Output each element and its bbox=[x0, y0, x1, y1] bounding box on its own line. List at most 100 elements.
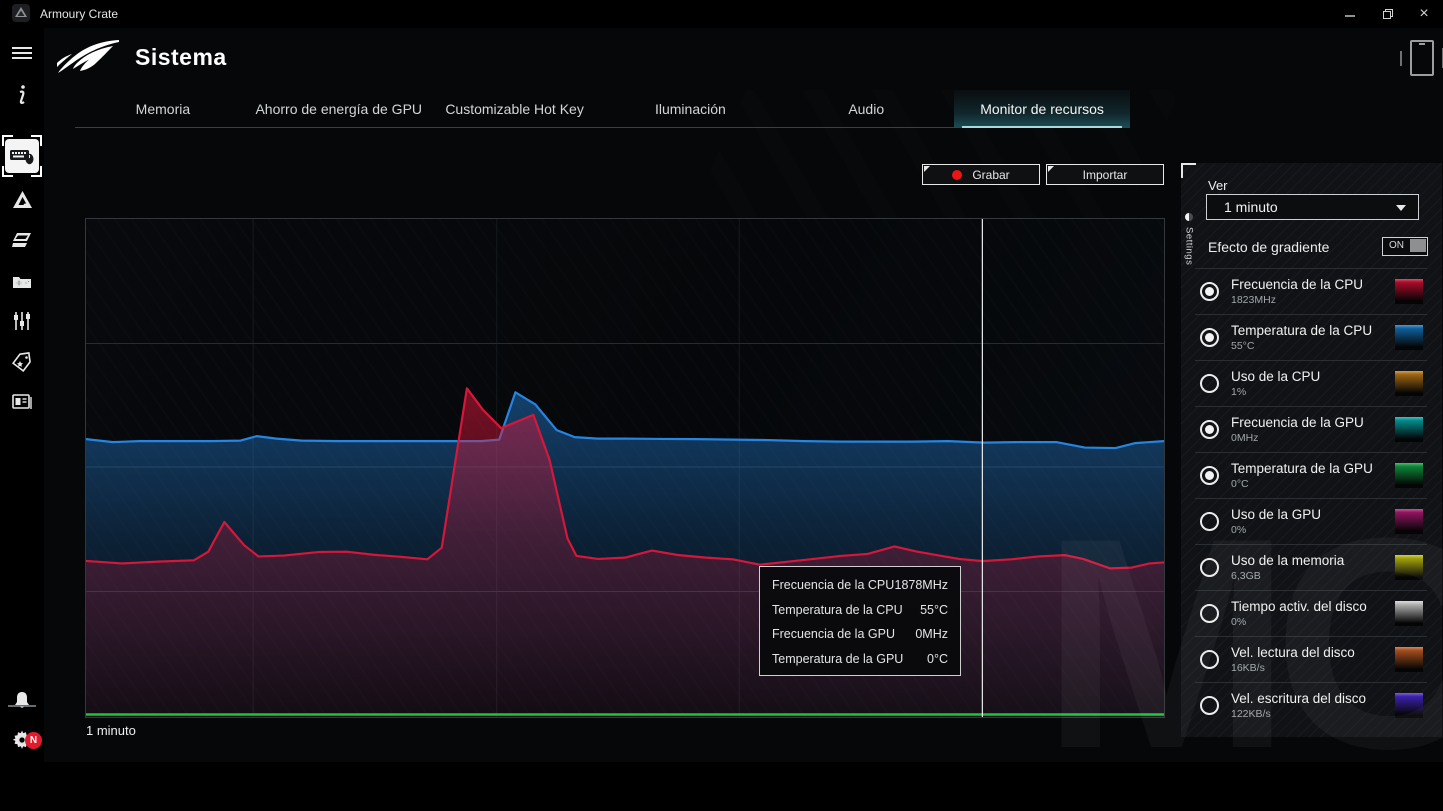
metric-value: 0% bbox=[1231, 524, 1247, 536]
metric-radio[interactable] bbox=[1200, 604, 1219, 623]
import-button-label: Importar bbox=[1082, 167, 1128, 182]
tooltip-value: 0°C bbox=[927, 651, 948, 666]
settings-tab-label: Settings bbox=[1183, 227, 1195, 266]
toggle-knob bbox=[1410, 239, 1426, 252]
metric-row[interactable]: Vel. lectura del disco 16KB/s bbox=[1195, 636, 1427, 682]
metric-row[interactable]: Frecuencia de la GPU 0MHz bbox=[1195, 406, 1427, 452]
page-title: Sistema bbox=[135, 44, 227, 70]
metric-color-swatch bbox=[1395, 601, 1423, 626]
rog-logo-icon bbox=[56, 34, 120, 78]
record-button[interactable]: Grabar bbox=[922, 164, 1040, 185]
settings-flyout-tab[interactable]: Settings bbox=[1182, 213, 1196, 265]
close-button[interactable]: × bbox=[1419, 5, 1429, 22]
notifications-bell-icon[interactable] bbox=[0, 683, 44, 717]
metric-row[interactable]: Temperatura de la CPU 55°C bbox=[1195, 314, 1427, 360]
metric-radio[interactable] bbox=[1200, 558, 1219, 577]
sidebar-item-keyboard-mouse[interactable] bbox=[2, 135, 42, 177]
metric-row[interactable]: Uso de la memoria 6,3GB bbox=[1195, 544, 1427, 590]
metric-color-swatch bbox=[1395, 279, 1423, 304]
sidebar-item-aura-sync[interactable] bbox=[0, 183, 44, 217]
sidebar-item-scenario-profiles[interactable] bbox=[0, 223, 44, 257]
app-logo-icon bbox=[12, 4, 30, 22]
menu-hamburger-icon[interactable] bbox=[0, 36, 44, 70]
metric-radio[interactable] bbox=[1200, 650, 1219, 669]
metric-value: 16KB/s bbox=[1231, 662, 1265, 674]
armoury-crate-window: Armoury Crate × bbox=[0, 0, 1443, 793]
metric-radio[interactable] bbox=[1200, 328, 1219, 347]
sidebar-item-offers-tag[interactable] bbox=[0, 345, 44, 379]
metric-color-swatch bbox=[1395, 693, 1423, 718]
device-selector-icon[interactable] bbox=[1398, 40, 1443, 78]
minimize-button[interactable] bbox=[1333, 0, 1367, 28]
tooltip-value: 1878MHz bbox=[894, 578, 949, 593]
tab-customizable-hot-key[interactable]: Customizable Hot Key bbox=[427, 90, 603, 128]
panel-corner-accent bbox=[1181, 163, 1196, 178]
tooltip-row: Frecuencia de la GPU 0MHz bbox=[772, 622, 948, 647]
metric-row[interactable]: Frecuencia de la CPU 1823MHz bbox=[1195, 268, 1427, 314]
metric-radio[interactable] bbox=[1200, 466, 1219, 485]
metric-value: 122KB/s bbox=[1231, 708, 1271, 720]
tab-label: Audio bbox=[848, 101, 885, 117]
metric-name: Temperatura de la CPU bbox=[1231, 323, 1373, 338]
gradient-effect-toggle[interactable]: ON bbox=[1382, 237, 1428, 256]
chart-tooltip: Frecuencia de la CPU 1878MHz Temperatura… bbox=[759, 566, 961, 676]
metric-value: 1823MHz bbox=[1231, 294, 1276, 306]
metric-color-swatch bbox=[1395, 371, 1423, 396]
metric-row[interactable]: Tiempo activ. del disco 0% bbox=[1195, 590, 1427, 636]
metric-value: 0MHz bbox=[1231, 432, 1259, 444]
restore-button[interactable] bbox=[1371, 0, 1405, 28]
metric-list: Frecuencia de la CPU 1823MHz Temperatura… bbox=[1195, 268, 1427, 728]
metric-name: Vel. lectura del disco bbox=[1231, 645, 1355, 660]
tab-label: Customizable Hot Key bbox=[445, 101, 584, 117]
view-label: Ver bbox=[1208, 178, 1228, 193]
tab-audio[interactable]: Audio bbox=[778, 90, 954, 128]
tooltip-value: 0MHz bbox=[915, 627, 948, 642]
tooltip-label: Temperatura de la GPU bbox=[772, 651, 904, 666]
metric-radio[interactable] bbox=[1200, 374, 1219, 393]
tooltip-label: Temperatura de la CPU bbox=[772, 602, 903, 617]
metric-value: 0% bbox=[1231, 616, 1247, 628]
sidebar-item-device-tuning[interactable] bbox=[0, 304, 44, 338]
tab-monitor-de-recursos[interactable]: Monitor de recursos bbox=[954, 90, 1130, 128]
resource-chart[interactable]: Frecuencia de la CPU 1878MHz Temperatura… bbox=[85, 218, 1165, 718]
metric-value: 6,3GB bbox=[1231, 570, 1261, 582]
metric-radio[interactable] bbox=[1200, 696, 1219, 715]
metric-color-swatch bbox=[1395, 509, 1423, 534]
metric-row[interactable]: Temperatura de la GPU 0°C bbox=[1195, 452, 1427, 498]
tab-label: Memoria bbox=[135, 101, 191, 117]
metric-color-swatch bbox=[1395, 417, 1423, 442]
metric-name: Tiempo activ. del disco bbox=[1231, 599, 1367, 614]
sidebar-item-news-feed[interactable] bbox=[0, 385, 44, 419]
tooltip-value: 55°C bbox=[920, 602, 948, 617]
time-range-value: 1 minuto bbox=[1224, 199, 1278, 215]
tooltip-row: Temperatura de la GPU 0°C bbox=[772, 647, 948, 672]
sidebar-item-game-library[interactable] bbox=[0, 264, 44, 298]
metric-color-swatch bbox=[1395, 325, 1423, 350]
sidebar-divider bbox=[8, 705, 36, 707]
metric-radio[interactable] bbox=[1200, 282, 1219, 301]
tab-bar: Memoria Ahorro de energía de GPU Customi… bbox=[75, 90, 1130, 128]
toggle-on-label: ON bbox=[1389, 240, 1404, 251]
metric-value: 1% bbox=[1231, 386, 1247, 398]
sidebar-item-info[interactable] bbox=[0, 78, 44, 112]
record-dot-icon bbox=[952, 169, 963, 180]
metric-row[interactable]: Uso de la GPU 0% bbox=[1195, 498, 1427, 544]
metric-row[interactable]: Vel. escritura del disco 122KB/s bbox=[1195, 682, 1427, 728]
metric-name: Temperatura de la GPU bbox=[1231, 461, 1373, 476]
metric-value: 55°C bbox=[1231, 340, 1255, 352]
tab-ahorro-de-energ-a-de-gpu[interactable]: Ahorro de energía de GPU bbox=[251, 90, 427, 128]
time-range-dropdown[interactable]: 1 minuto bbox=[1206, 194, 1419, 220]
record-button-label: Grabar bbox=[972, 167, 1010, 182]
sidebar: N bbox=[0, 28, 44, 762]
tab-iluminaci-n[interactable]: Iluminación bbox=[602, 90, 778, 128]
metric-radio[interactable] bbox=[1200, 420, 1219, 439]
tab-label: Iluminación bbox=[654, 101, 726, 117]
metric-row[interactable]: Uso de la CPU 1% bbox=[1195, 360, 1427, 406]
import-button[interactable]: Importar bbox=[1046, 164, 1164, 185]
tab-underline bbox=[75, 127, 1130, 128]
metric-name: Frecuencia de la CPU bbox=[1231, 277, 1364, 292]
tab-memoria[interactable]: Memoria bbox=[75, 90, 251, 128]
metric-radio[interactable] bbox=[1200, 512, 1219, 531]
chart-time-range-label: 1 minuto bbox=[86, 723, 136, 738]
metric-name: Frecuencia de la GPU bbox=[1231, 415, 1364, 430]
